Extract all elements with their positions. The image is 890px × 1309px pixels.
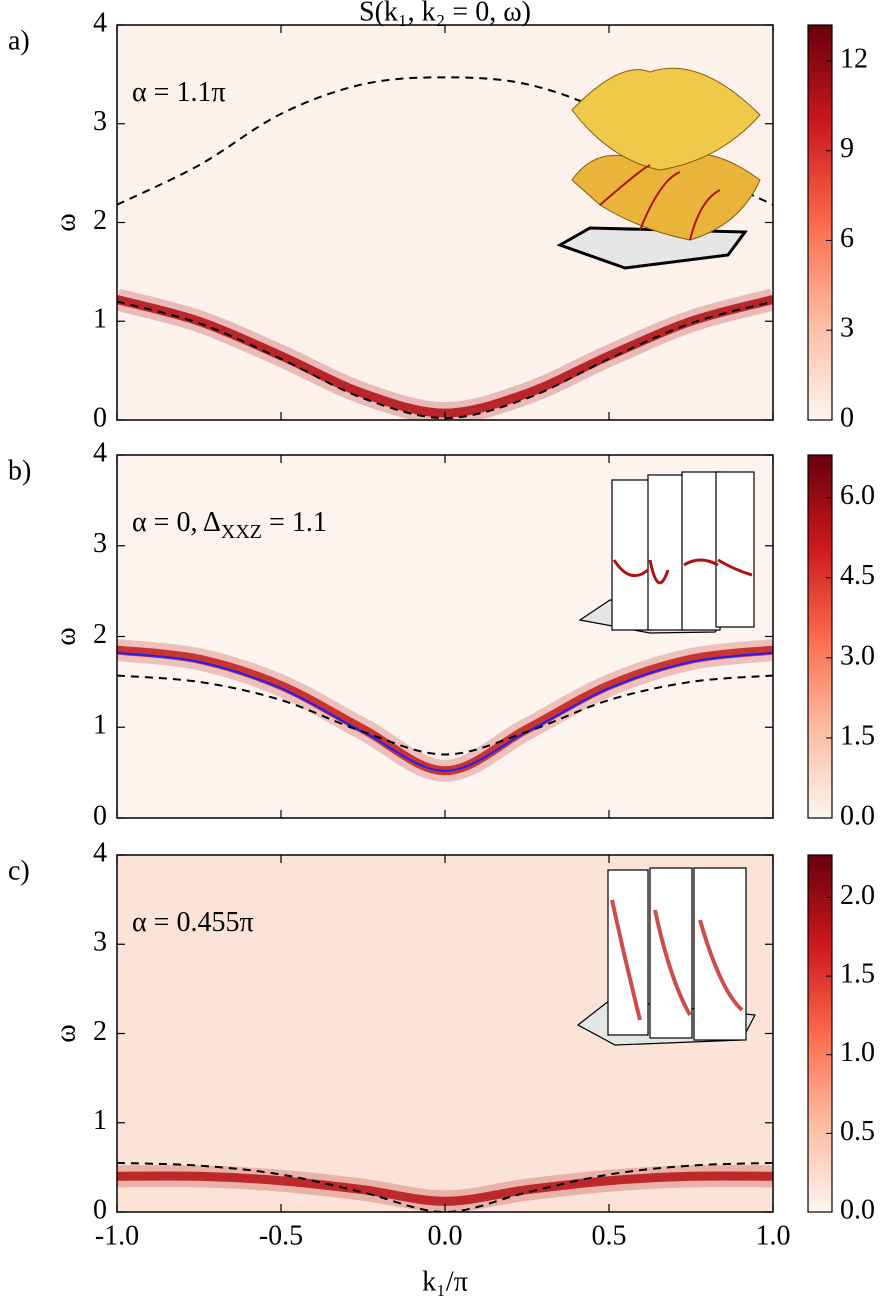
- y-tick-label: 2: [93, 619, 107, 650]
- inset-slices-b: [578, 471, 755, 634]
- chart-title: S(k₁, k₂ = 0, ω): [359, 0, 531, 27]
- y-tick-label: 4: [93, 437, 107, 468]
- spectral-band: [117, 1171, 773, 1206]
- y-tick-label: 0: [93, 800, 107, 831]
- panel-label: a): [8, 25, 30, 56]
- x-tick-label: -1.0: [95, 1220, 139, 1251]
- annotation-text: = 1.1: [262, 507, 327, 538]
- colorbar-tick-label: 0.0: [840, 1194, 875, 1225]
- inset-surface: [556, 67, 761, 270]
- colorbar-tick-label: 12: [840, 43, 868, 74]
- x-tick-label: -0.5: [259, 1220, 303, 1251]
- colorbar-tick-label: 6: [840, 223, 854, 254]
- colorbar: [807, 454, 833, 819]
- panel-label: b): [8, 455, 31, 486]
- colorbar-tick-label: 4.5: [840, 560, 875, 591]
- inset-slices-c: [576, 867, 756, 1046]
- y-axis-label: ω: [50, 213, 81, 231]
- y-tick-label: 3: [93, 927, 107, 958]
- annotation-text: α = 1.1π: [132, 77, 226, 108]
- colorbar-tick-label: 3: [840, 313, 854, 344]
- panel-label: c): [8, 855, 30, 886]
- annotation-text: α = 0, Δ: [132, 507, 221, 538]
- y-tick-label: 2: [93, 1016, 107, 1047]
- y-tick-label: 0: [93, 402, 107, 433]
- y-axis-label: ω: [50, 627, 81, 645]
- annotation-text: α = 0.455π: [132, 907, 254, 938]
- annotation-subscript: XXZ: [221, 521, 262, 543]
- y-tick-label: 3: [93, 528, 107, 559]
- colorbar-tick-label: 6.0: [840, 480, 875, 511]
- colorbar: [807, 854, 833, 1213]
- y-tick-label: 1: [93, 1105, 107, 1136]
- colorbar-tick-label: 3.0: [840, 640, 875, 671]
- solid-curve: [117, 651, 773, 772]
- y-tick-label: 1: [93, 710, 107, 741]
- dashed-curve: [117, 674, 773, 756]
- annotation: α = 0, ΔXXZ = 1.1: [132, 507, 327, 542]
- y-tick-label: 0: [93, 1194, 107, 1225]
- colorbar-tick-label: 2.0: [840, 880, 875, 911]
- colorbar-tick-label: 1.5: [840, 720, 875, 751]
- annotation: α = 0.455π: [132, 907, 254, 938]
- annotation: α = 1.1π: [132, 77, 226, 108]
- x-tick-label: 0.5: [592, 1220, 627, 1251]
- x-tick-label: 0.0: [428, 1220, 463, 1251]
- colorbar-tick-label: 1.5: [840, 959, 875, 990]
- colorbar-tick-label: 1.0: [840, 1037, 875, 1068]
- colorbar-tick-label: 9: [840, 133, 854, 164]
- colorbar: [807, 24, 833, 421]
- y-axis-label: ω: [50, 1024, 81, 1042]
- y-tick-label: 1: [93, 304, 107, 335]
- colorbar-tick-label: 0.0: [840, 800, 875, 831]
- colorbar-tick-label: 0.5: [840, 1116, 875, 1147]
- colorbar-tick-label: 0: [840, 402, 854, 433]
- x-tick-label: 1.0: [756, 1220, 791, 1251]
- y-tick-label: 4: [93, 7, 107, 38]
- x-axis-label: k₁/π: [422, 1266, 468, 1297]
- y-tick-label: 4: [93, 837, 107, 868]
- y-tick-label: 2: [93, 205, 107, 236]
- y-tick-label: 3: [93, 106, 107, 137]
